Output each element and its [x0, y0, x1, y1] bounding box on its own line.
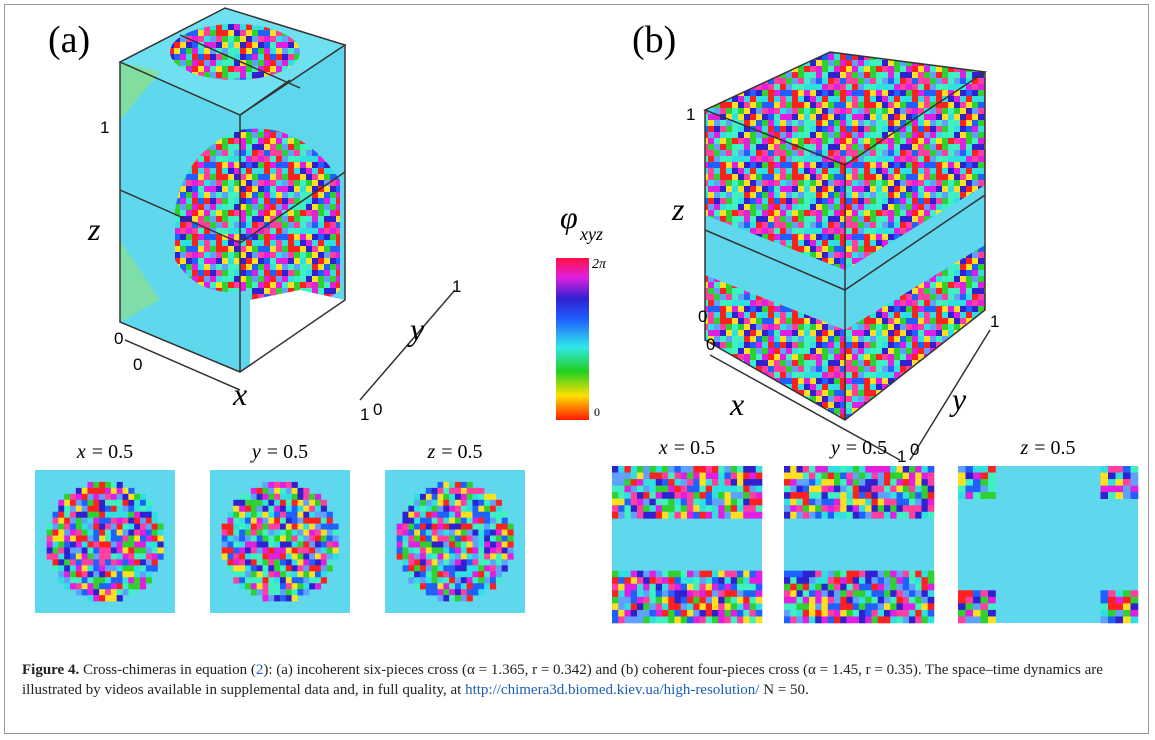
tick-label: 0 [706, 335, 715, 354]
slice-title: x = 0.5 [658, 437, 715, 459]
slice-var: x [658, 437, 668, 459]
slice-image [35, 470, 175, 613]
figure: (a) z x y 1 0 0 1 0 1 (b) z x y 1 0 0 1 … [0, 0, 1155, 650]
slice-title: z = 0.5 [426, 441, 482, 463]
tick-label: 1 [452, 277, 461, 296]
tick-label: 1 [990, 312, 999, 331]
slice-var: y [250, 441, 261, 463]
slice-title: x = 0.5 [76, 441, 133, 463]
slice-var: x [76, 441, 86, 463]
tick-label: 0 [698, 307, 707, 326]
tick-label: 1 [360, 405, 369, 424]
tick-label: 0 [114, 329, 123, 348]
slice-eq: = 0.5 [441, 441, 482, 463]
colorbar-min: 0 [594, 405, 600, 419]
slice-title: y = 0.5 [250, 441, 308, 463]
colorbar-symbol: φ [560, 199, 578, 235]
caption-link[interactable]: http://chimera3d.biomed.kiev.ua/high-res… [465, 682, 759, 698]
slice-eq: = 0.5 [1034, 437, 1075, 459]
slice-image [385, 470, 525, 613]
tick-label: 1 [686, 105, 695, 124]
axis-label: x [232, 376, 247, 412]
tick-label: 0 [373, 400, 382, 419]
slice-image [612, 466, 762, 623]
tick-label: 1 [897, 447, 906, 466]
axis-label: z [87, 211, 101, 247]
slice-image [784, 466, 934, 623]
cube-b [705, 52, 990, 460]
axis-label: y [949, 381, 967, 417]
axis-label: z [671, 191, 685, 227]
cube-a [120, 8, 455, 400]
colorbar-subscript: xyz [579, 224, 603, 244]
axis-label: x [729, 386, 744, 422]
slice-title: y = 0.5 [829, 437, 887, 459]
panel-label: (b) [632, 19, 676, 61]
tick-label: 1 [100, 118, 109, 137]
slice-image [958, 466, 1138, 623]
slice-var: z [426, 441, 435, 463]
slice-eq: = 0.5 [674, 437, 715, 459]
slice-title: z = 0.5 [1019, 437, 1075, 459]
colorbar [556, 258, 589, 420]
tick-label: 0 [910, 440, 919, 459]
slice-var: y [829, 437, 840, 459]
caption-text: N = 50. [763, 682, 809, 698]
caption: Figure 4. Cross-chimeras in equation (2)… [22, 660, 1132, 700]
slice-var: z [1019, 437, 1028, 459]
slice-eq: = 0.5 [267, 441, 308, 463]
caption-text: Cross-chimeras in equation ( [83, 662, 256, 678]
slice-eq: = 0.5 [846, 437, 887, 459]
axis-label: y [407, 311, 425, 347]
panel-label: (a) [48, 19, 90, 61]
caption-label: Figure 4. [22, 662, 79, 678]
colorbar-max: 2π [592, 257, 607, 272]
tick-label: 0 [133, 355, 142, 374]
slice-image [210, 470, 350, 613]
slice-eq: = 0.5 [92, 441, 133, 463]
